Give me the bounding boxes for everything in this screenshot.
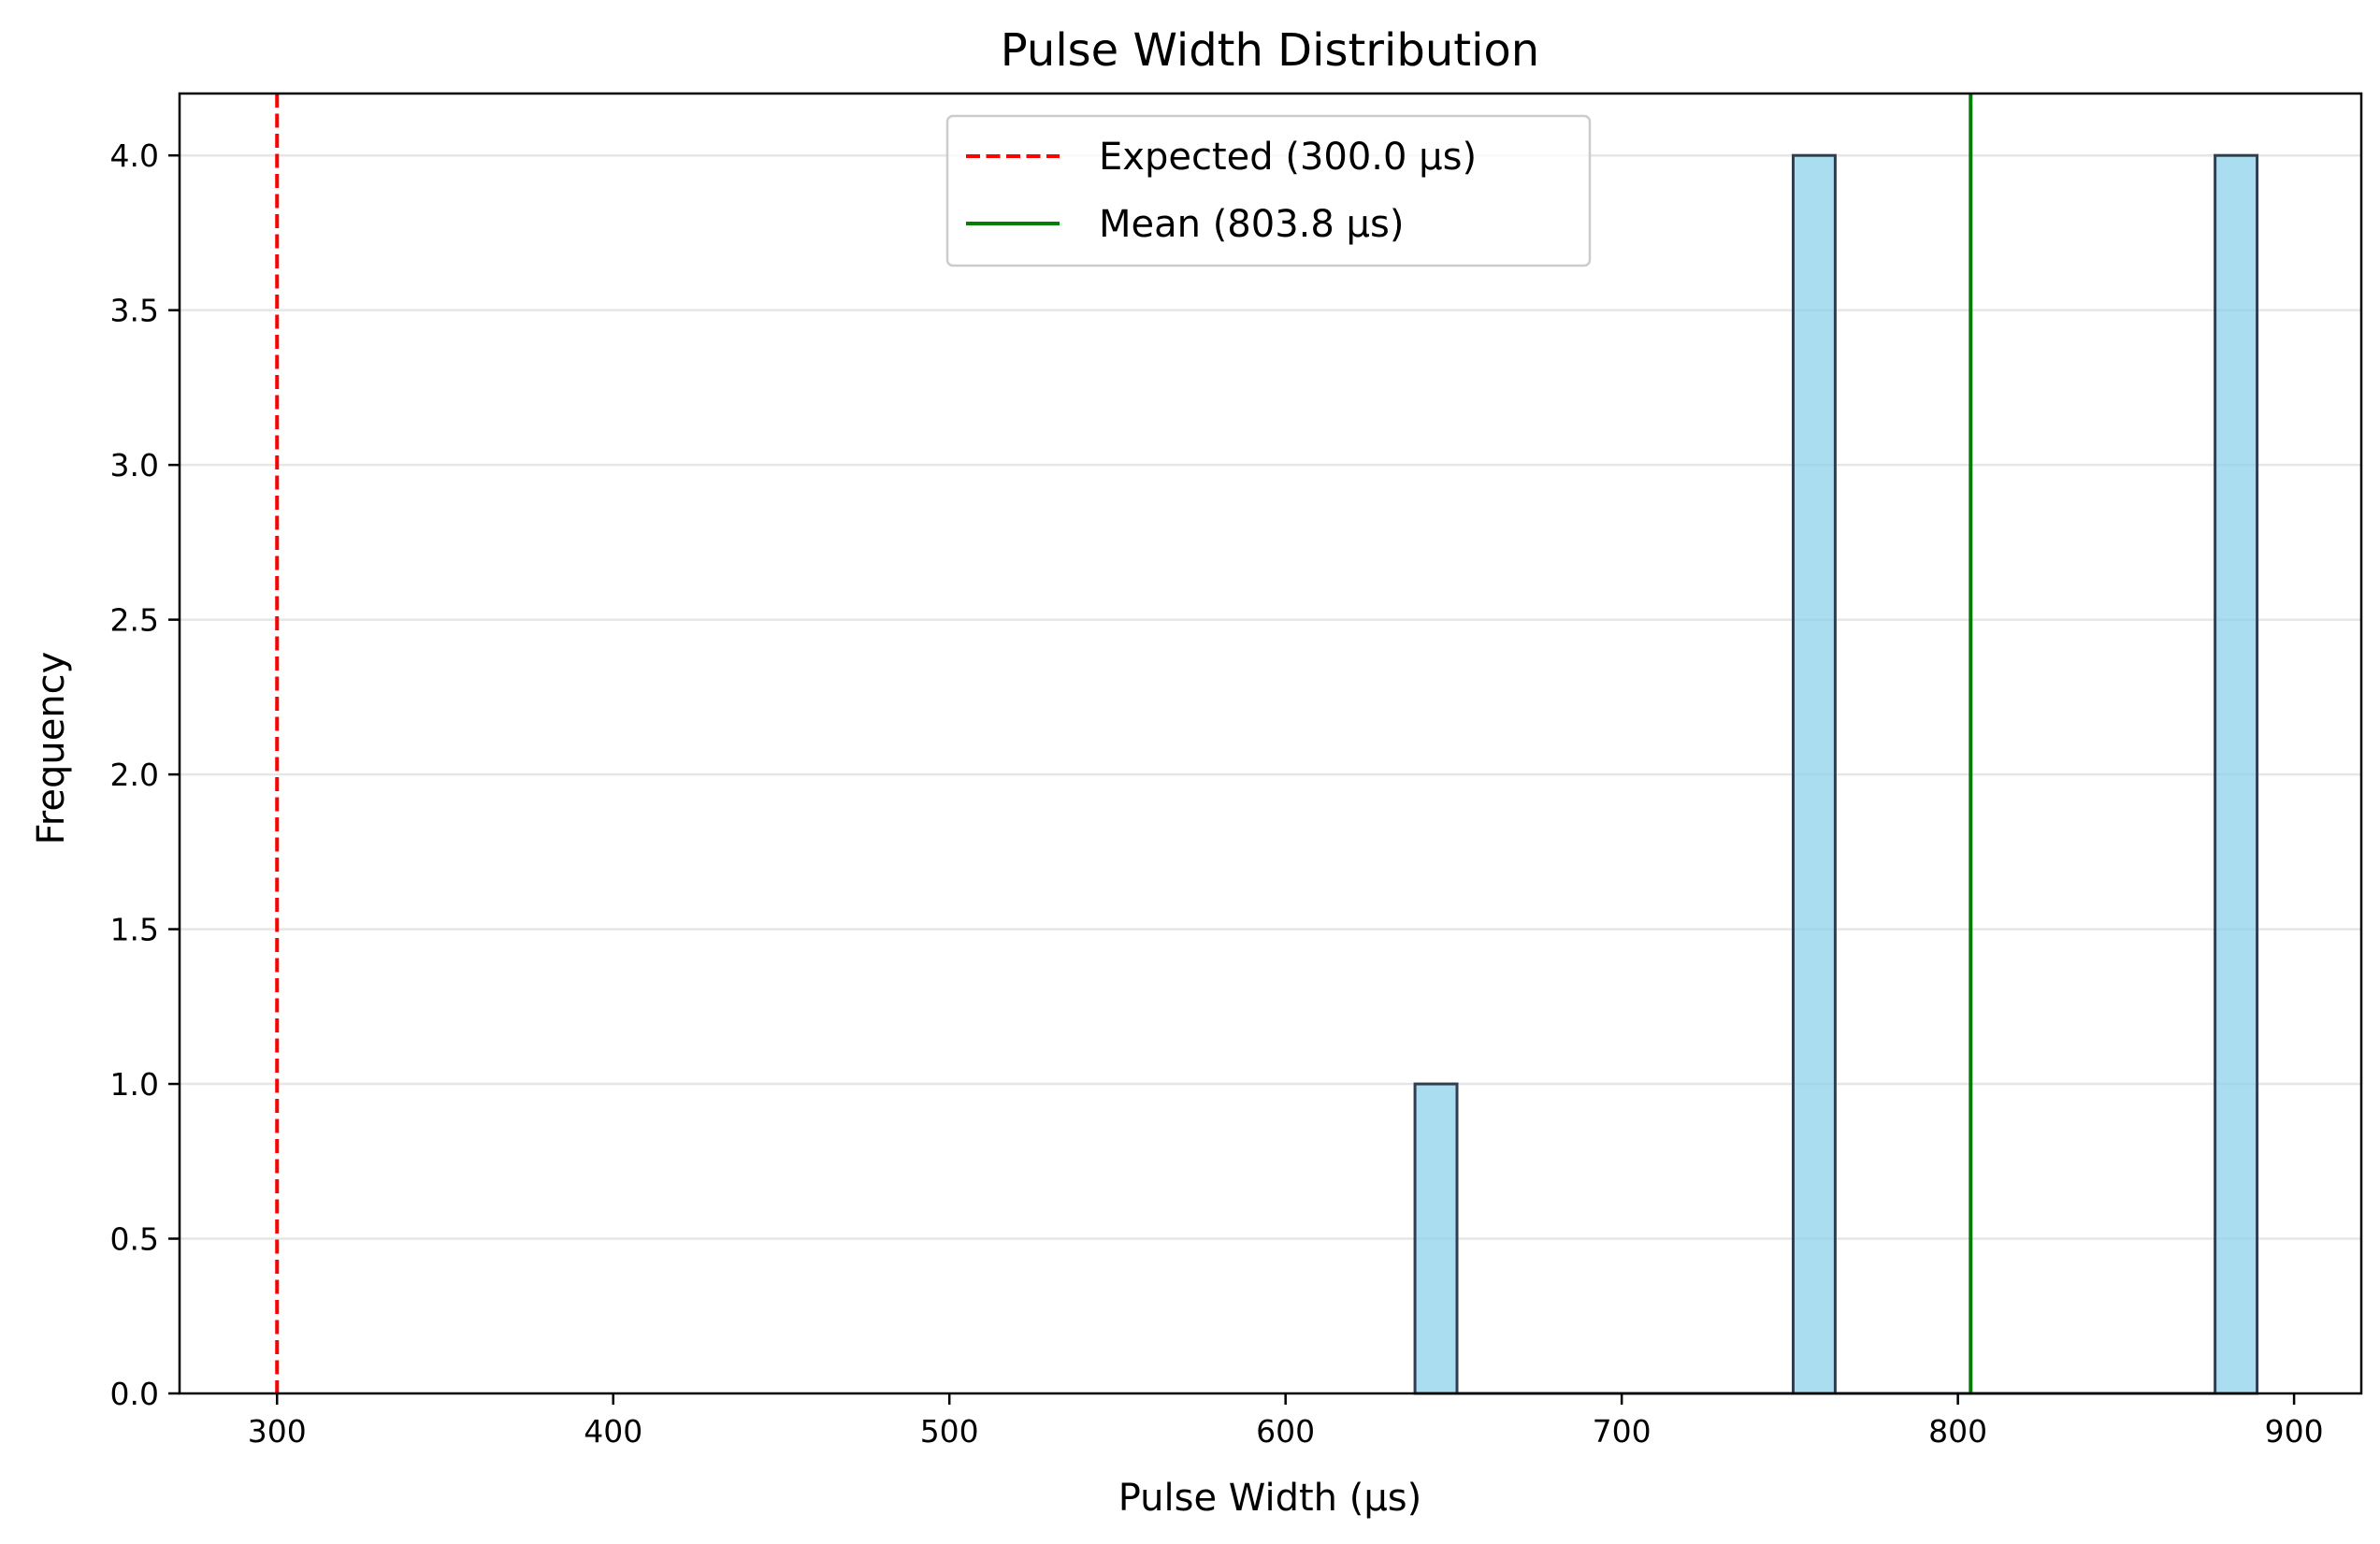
y-tick-label-5: 2.5: [110, 602, 159, 639]
histogram-bars: [1413, 153, 2259, 1395]
legend: Expected (300.0 µs) Mean (803.8 µs): [945, 114, 1592, 267]
y-tick-label-6: 3.0: [110, 447, 159, 483]
legend-label-expected: Expected (300.0 µs): [1099, 136, 1477, 179]
grid-lines: [180, 153, 2361, 1240]
x-axis-label: Pulse Width (µs): [1118, 1477, 1421, 1520]
chart-title: Pulse Width Distribution: [1001, 24, 1539, 77]
x-axis-ticks: 300 400 500 600 700 800 900: [248, 1393, 2324, 1450]
reference-lines: [275, 94, 1973, 1393]
x-tick-label-5: 800: [1928, 1413, 1987, 1450]
y-tick-label-4: 2.0: [110, 757, 159, 793]
x-tick-label-0: 300: [248, 1413, 307, 1450]
x-tick-label-2: 500: [920, 1413, 979, 1450]
y-axis-label: Frequency: [30, 652, 73, 845]
x-tick-label-6: 900: [2265, 1413, 2324, 1450]
y-axis-ticks: 0.0 0.5 1.0 1.5 2.0 2.5 3.0 3.5 4.0: [110, 137, 180, 1412]
legend-box: [945, 114, 1592, 267]
legend-label-mean: Mean (803.8 µs): [1099, 203, 1404, 246]
x-tick-label-4: 700: [1593, 1413, 1652, 1450]
x-tick-label-1: 400: [584, 1413, 642, 1450]
x-tick-label-3: 600: [1256, 1413, 1315, 1450]
plot-area-frame: [178, 92, 2363, 1395]
y-tick-label-1: 0.5: [110, 1221, 159, 1258]
y-tick-label-2: 1.0: [110, 1066, 159, 1103]
histogram-bar-0: [1413, 1082, 1459, 1395]
y-tick-label-7: 3.5: [110, 293, 159, 329]
y-tick-label-0: 0.0: [110, 1376, 159, 1412]
y-tick-label-3: 1.5: [110, 912, 159, 948]
histogram-bar-1: [1791, 153, 1837, 1395]
y-tick-label-8: 4.0: [110, 137, 159, 174]
histogram-bar-2: [2214, 153, 2259, 1395]
